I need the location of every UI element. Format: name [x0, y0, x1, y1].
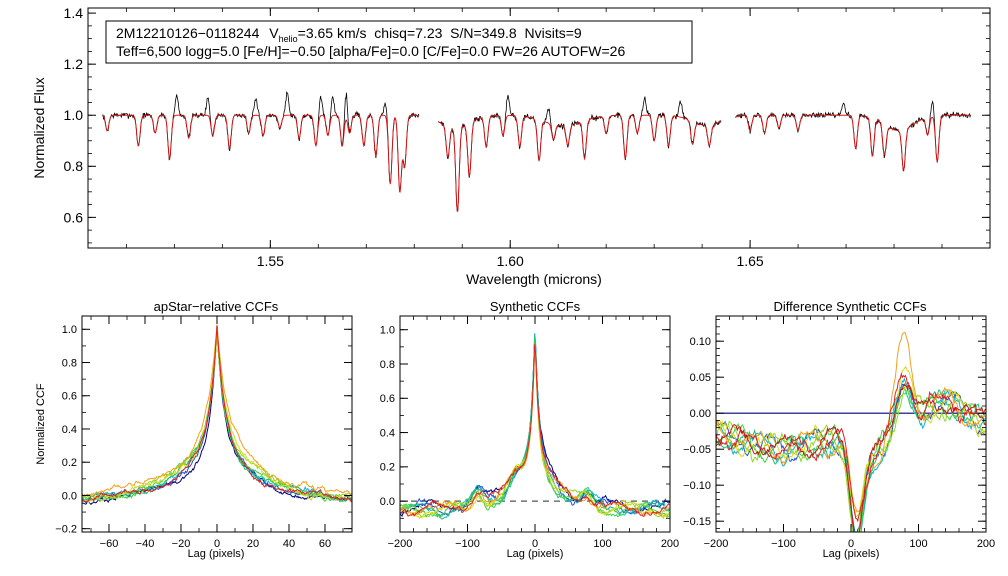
y-tick-label: 0.0 — [380, 496, 395, 508]
ccf-series-8 — [82, 324, 352, 497]
ccf-series-9 — [716, 383, 986, 532]
x-tick-label: 1.65 — [736, 253, 763, 269]
x-tick-label: −20 — [172, 538, 191, 550]
synthetic-ccf-title: Synthetic CCFs — [490, 299, 581, 314]
ccf-series-2 — [400, 337, 670, 516]
y-tick-label: −0.15 — [683, 516, 711, 528]
y-tick-label: −0.2 — [55, 524, 77, 536]
y-tick-label: 1.0 — [62, 324, 77, 336]
ccf-series-6 — [82, 332, 352, 499]
x-tick-label: 0 — [532, 538, 538, 550]
spectrum-annotation-box — [105, 20, 693, 64]
apstar-ccf-panel: apStar−relative CCFs −60 −40 −20 0 20 40 60 −0.… — [35, 299, 353, 560]
apstar-ccf-xlabel: Lag (pixels) — [188, 548, 245, 560]
ccf-series-5 — [400, 341, 670, 518]
y-tick-label: −0.10 — [683, 480, 711, 492]
y-tick-label: 0.8 — [380, 359, 395, 371]
ccf-series-9 — [400, 344, 670, 517]
x-tick-label: −200 — [388, 538, 413, 550]
y-tick-label: 1.2 — [64, 56, 84, 72]
model-spectrum-chip-3 — [735, 114, 971, 172]
ccf-series-7 — [400, 348, 670, 520]
annotation-line-1: 2M12210126−0118244 Vhelio=3.65 km/s chis… — [116, 25, 582, 44]
x-tick-label: 0 — [214, 538, 220, 550]
x-tick-label: 100 — [593, 538, 611, 550]
ccf-series-4 — [82, 328, 352, 503]
difference-ccf-title: Difference Synthetic CCFs — [774, 299, 927, 314]
y-tick-label: 0.2 — [380, 462, 395, 474]
annotation-line-2: Teff=6,500 logg=5.0 [Fe/H]=−0.50 [alpha/… — [116, 43, 625, 59]
y-tick-label: 0.10 — [690, 336, 711, 348]
y-tick-label: 0.0 — [62, 490, 77, 502]
x-tick-label: 20 — [247, 538, 259, 550]
y-tick-label: 0.6 — [64, 209, 84, 225]
y-tick-label: 0.4 — [380, 427, 395, 439]
spectrum-ylabel: Normalized Flux — [31, 77, 47, 178]
annotation-v-label: V — [269, 25, 279, 41]
y-tick-label: 0.6 — [380, 393, 395, 405]
x-tick-label: 200 — [977, 538, 995, 550]
ccf-series-8 — [400, 345, 670, 518]
ccf-series-2 — [82, 324, 352, 503]
ccf-series-9 — [82, 325, 352, 504]
spectrum-xlabel: Wavelength (microns) — [466, 271, 602, 287]
x-tick-label: −60 — [100, 538, 119, 550]
apstar-ccf-ticks: −60 −40 −20 0 20 40 60 −0.2 0.0 0.2 0.4 0.6 0.8 1.0 — [55, 316, 352, 550]
y-tick-label: 0.8 — [62, 357, 77, 369]
ccf-series-5 — [82, 333, 352, 503]
x-tick-label: −200 — [704, 538, 729, 550]
spectrum-ticks: 1.55 1.60 1.65 0.6 0.8 1.0 1.2 1.4 — [64, 5, 990, 269]
annotation-v-subscript: helio — [279, 34, 298, 44]
y-tick-label: 0.4 — [62, 424, 77, 436]
difference-ccf-xlabel: Lag (pixels) — [823, 548, 880, 560]
synthetic-ccf-plot-area — [400, 333, 670, 520]
model-spectrum-chip-2 — [438, 114, 722, 212]
ccf-series-4 — [400, 336, 670, 520]
y-tick-label: 0.2 — [62, 457, 77, 469]
y-tick-label: 1.4 — [64, 5, 84, 21]
annotation-star-id: 2M12210126−0118244 — [116, 25, 260, 41]
y-tick-label: 0.00 — [690, 408, 711, 420]
observed-spectrum-chip-1 — [102, 91, 420, 192]
ccf-series-7 — [82, 331, 352, 503]
y-tick-label: 0.8 — [64, 158, 84, 174]
y-tick-label: −0.05 — [683, 444, 711, 456]
ccf-series-1 — [400, 338, 670, 517]
ccf-series-8 — [716, 372, 986, 523]
x-tick-label: −100 — [771, 538, 796, 550]
apstar-ccf-plot-area — [82, 324, 352, 506]
ccf-series-5 — [716, 383, 986, 532]
x-tick-label: 0 — [848, 538, 854, 550]
y-tick-label: 1.0 — [380, 325, 395, 337]
x-tick-label: 100 — [909, 538, 927, 550]
synthetic-ccf-ticks: −200 −100 0 100 200 0.0 0.2 0.4 0.6 0.8 1.0 — [380, 316, 679, 550]
x-tick-label: 60 — [319, 538, 331, 550]
ccf-series-6 — [400, 344, 670, 518]
synthetic-ccf-panel: Synthetic CCFs −200 −100 0 100 200 0.0 0.2 0.4 0… — [380, 299, 679, 560]
annotation-line-1-rest: =3.65 km/s chisq=7.23 S/N=349.8 Nvisits=… — [298, 25, 582, 41]
x-tick-label: 1.60 — [497, 253, 524, 269]
x-tick-label: −40 — [136, 538, 155, 550]
y-tick-label: 0.6 — [62, 391, 77, 403]
x-tick-label: 40 — [283, 538, 295, 550]
difference-ccf-ticks: −200 −100 0 100 200 −0.15 −0.10 −0.05 0.00 0.05 0.… — [683, 316, 995, 550]
synthetic-ccf-xlabel: Lag (pixels) — [507, 548, 564, 560]
y-tick-label: 0.05 — [690, 372, 711, 384]
apstar-ccf-title: apStar−relative CCFs — [154, 299, 279, 314]
difference-ccf-panel: Difference Synthetic CCFs −200 −100 0 100 20… — [683, 299, 995, 560]
ccf-series-1 — [82, 326, 352, 506]
model-spectrum-chip-1 — [102, 114, 420, 193]
x-tick-label: −100 — [455, 538, 480, 550]
x-tick-label: 1.55 — [257, 253, 284, 269]
observed-spectrum-chip-2 — [437, 94, 722, 212]
spectrum-panel: 1.55 1.60 1.65 0.6 0.8 1.0 1.2 1.4 2M12210126−0… — [31, 5, 991, 287]
x-tick-label: 200 — [661, 538, 679, 550]
ccf-series-3 — [82, 325, 352, 502]
y-tick-label: 1.0 — [64, 107, 84, 123]
apstar-ccf-ylabel: Normalized CCF — [35, 383, 47, 465]
spectrum-plot-area — [102, 91, 972, 212]
difference-ccf-plot-area — [716, 331, 986, 532]
